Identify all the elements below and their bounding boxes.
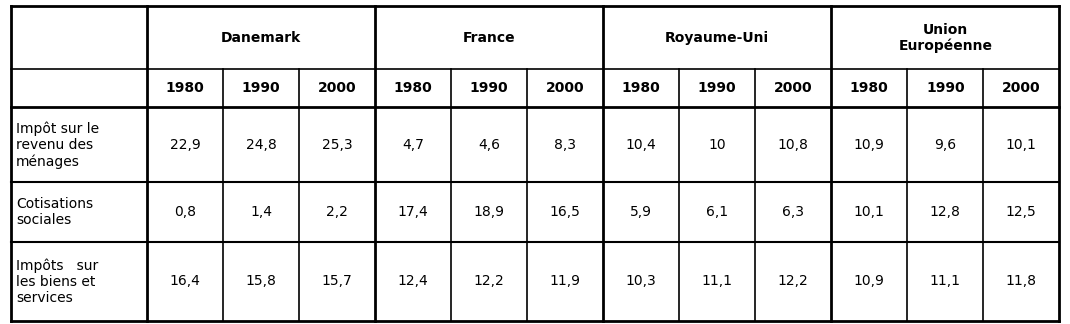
- Text: 2000: 2000: [1002, 81, 1041, 95]
- Text: 25,3: 25,3: [322, 138, 352, 152]
- Text: 18,9: 18,9: [474, 205, 505, 219]
- Text: 1980: 1980: [166, 81, 204, 95]
- Text: 11,8: 11,8: [1006, 274, 1037, 288]
- Text: 12,2: 12,2: [474, 274, 504, 288]
- Text: Union
Européenne: Union Européenne: [898, 22, 992, 53]
- Text: 12,8: 12,8: [930, 205, 961, 219]
- Text: 2000: 2000: [546, 81, 584, 95]
- Text: 12,2: 12,2: [778, 274, 809, 288]
- Text: 1980: 1980: [394, 81, 432, 95]
- Text: 11,9: 11,9: [550, 274, 581, 288]
- Text: 24,8: 24,8: [246, 138, 276, 152]
- Text: 10,9: 10,9: [854, 138, 885, 152]
- Text: 4,7: 4,7: [402, 138, 424, 152]
- Text: 1990: 1990: [242, 81, 280, 95]
- Text: 8,3: 8,3: [554, 138, 576, 152]
- Text: 10,8: 10,8: [778, 138, 809, 152]
- Text: 1990: 1990: [926, 81, 964, 95]
- Text: 15,8: 15,8: [246, 274, 276, 288]
- Text: 1980: 1980: [850, 81, 888, 95]
- Text: 1990: 1990: [470, 81, 508, 95]
- Text: 16,5: 16,5: [550, 205, 581, 219]
- Text: 22,9: 22,9: [170, 138, 200, 152]
- Text: 5,9: 5,9: [630, 205, 653, 219]
- Text: 11,1: 11,1: [702, 274, 733, 288]
- Text: 10,1: 10,1: [854, 205, 885, 219]
- Text: 2000: 2000: [774, 81, 812, 95]
- Text: 2,2: 2,2: [326, 205, 348, 219]
- Text: Impôts   sur
les biens et
services: Impôts sur les biens et services: [16, 258, 98, 305]
- Text: 9,6: 9,6: [934, 138, 957, 152]
- Text: 6,1: 6,1: [706, 205, 729, 219]
- Text: 6,3: 6,3: [782, 205, 805, 219]
- Text: 11,1: 11,1: [930, 274, 961, 288]
- Text: 10,1: 10,1: [1006, 138, 1037, 152]
- Text: 12,4: 12,4: [398, 274, 428, 288]
- Text: 16,4: 16,4: [169, 274, 200, 288]
- Text: 4,6: 4,6: [478, 138, 500, 152]
- Text: 10,4: 10,4: [626, 138, 657, 152]
- Text: 1,4: 1,4: [250, 205, 272, 219]
- Text: 1980: 1980: [622, 81, 660, 95]
- Text: 0,8: 0,8: [174, 205, 196, 219]
- Text: 10,3: 10,3: [626, 274, 657, 288]
- Text: 15,7: 15,7: [322, 274, 352, 288]
- Text: 17,4: 17,4: [398, 205, 428, 219]
- Text: France: France: [463, 31, 516, 45]
- Text: Royaume-Uni: Royaume-Uni: [666, 31, 769, 45]
- Text: 1990: 1990: [698, 81, 736, 95]
- Text: 10,9: 10,9: [854, 274, 885, 288]
- Text: Cotisations
sociales: Cotisations sociales: [16, 197, 93, 227]
- Text: Impôt sur le
revenu des
ménages: Impôt sur le revenu des ménages: [16, 121, 100, 168]
- Text: 12,5: 12,5: [1006, 205, 1037, 219]
- Text: 10: 10: [708, 138, 727, 152]
- Text: Danemark: Danemark: [220, 31, 301, 45]
- Text: 2000: 2000: [318, 81, 356, 95]
